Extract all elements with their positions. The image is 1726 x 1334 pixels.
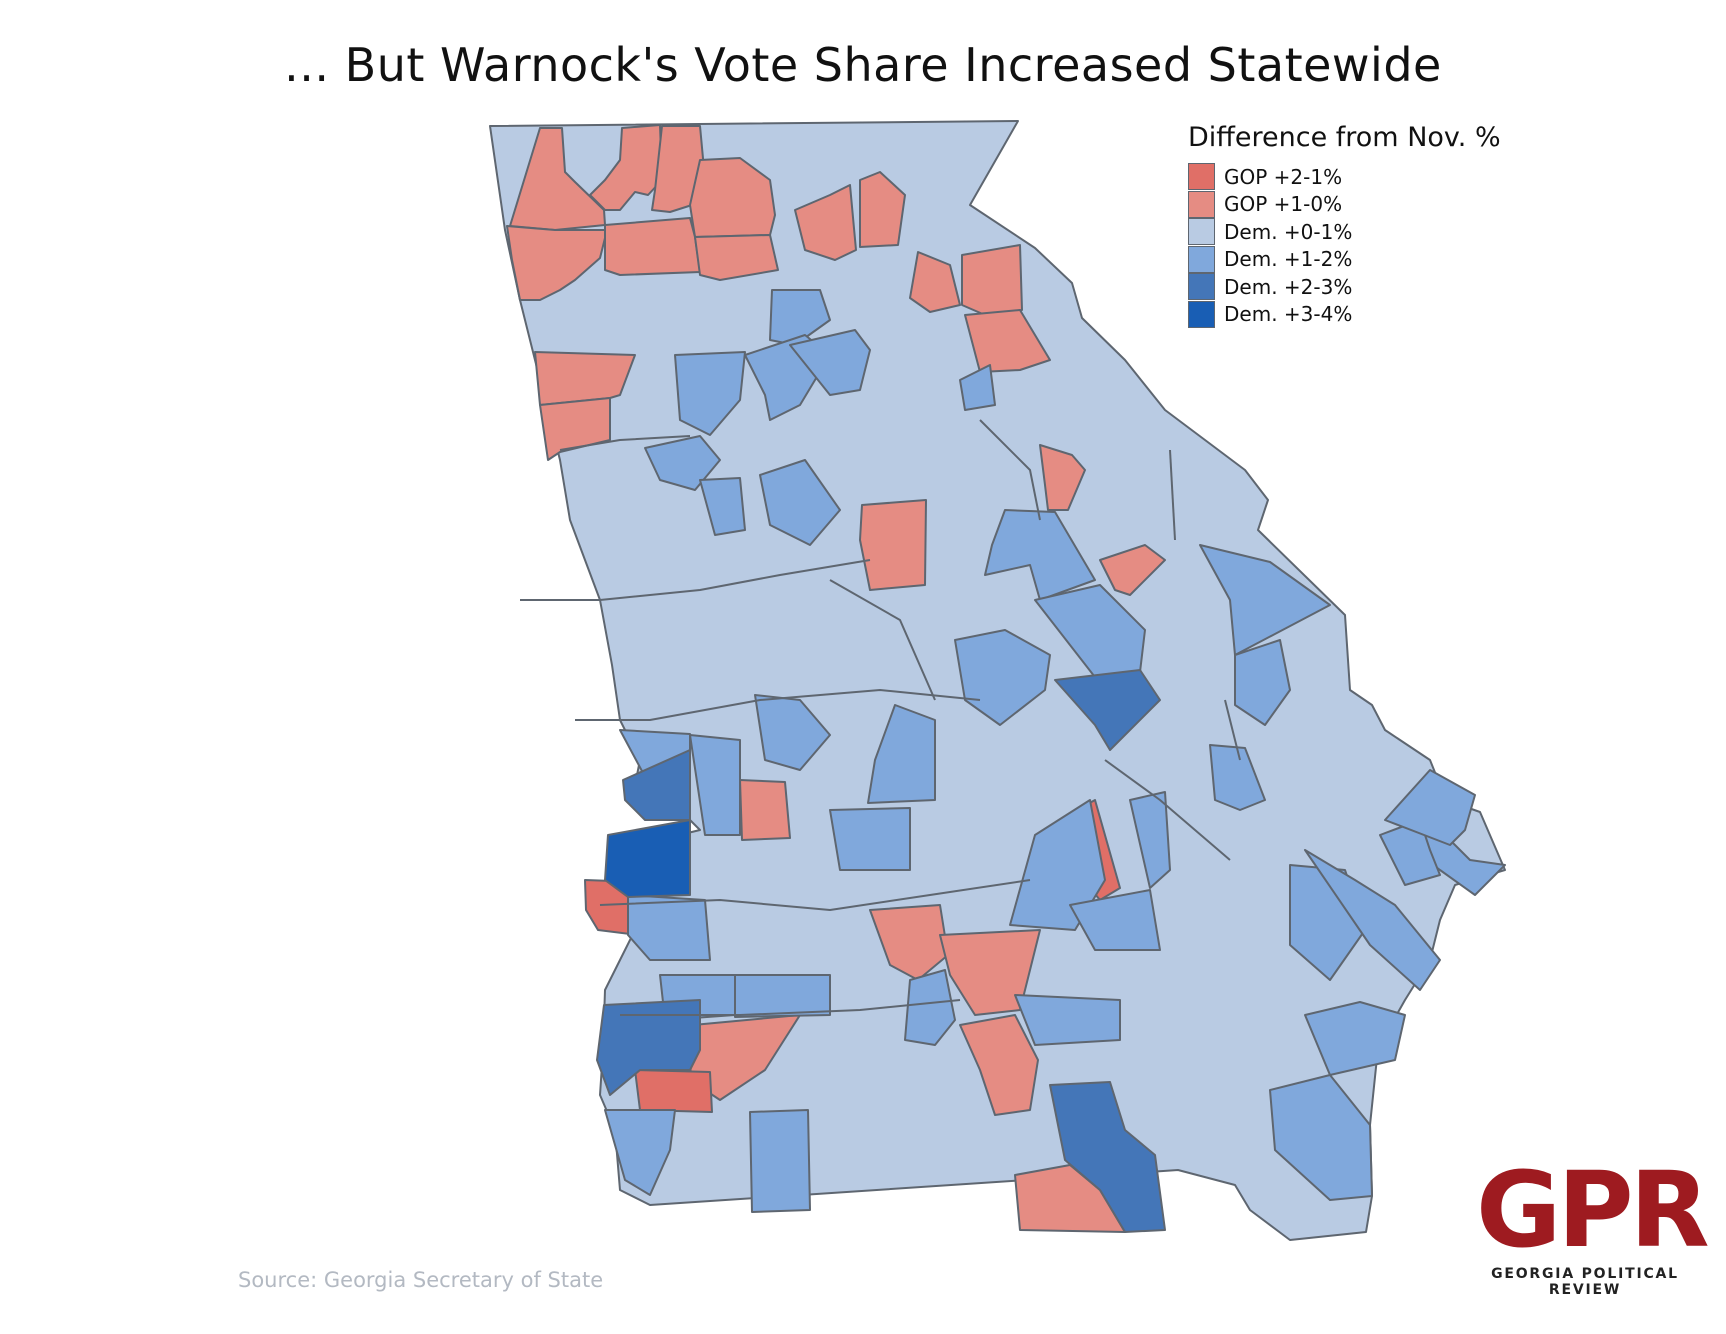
legend-swatch	[1188, 245, 1215, 273]
county	[634, 1069, 713, 1113]
county	[909, 251, 961, 313]
county	[959, 364, 996, 411]
county	[1054, 669, 1161, 751]
county-border	[599, 879, 1031, 911]
logo-mark: GPR	[1476, 1149, 1710, 1271]
legend-item-dem-2-3: Dem. +2-3%	[1188, 273, 1501, 301]
county	[754, 694, 831, 771]
county-border	[1104, 759, 1231, 861]
county	[627, 894, 711, 961]
county	[1304, 849, 1441, 991]
county-border	[620, 999, 961, 1016]
legend-item-dem-0-1: Dem. +0-1%	[1188, 218, 1501, 246]
county	[954, 629, 1051, 726]
legend-swatch	[1188, 190, 1215, 218]
legend-swatch	[1188, 273, 1215, 301]
county	[789, 329, 871, 396]
county	[1039, 444, 1086, 511]
county	[604, 1109, 676, 1196]
county	[939, 929, 1041, 1016]
gpr-logo: GPR GEORGIA POLITICAL REVIEW	[1476, 1149, 1710, 1298]
county-border	[1224, 699, 1241, 761]
county	[869, 904, 949, 981]
county	[769, 289, 831, 346]
county	[859, 171, 906, 248]
legend-item-gop-2-1: GOP +2-1%	[1188, 163, 1501, 191]
logo-subtitle: GEORGIA POLITICAL REVIEW	[1491, 1266, 1679, 1298]
county	[596, 999, 701, 1096]
county	[794, 184, 857, 261]
source-note: Source: Georgia Secretary of State	[238, 1268, 604, 1292]
county	[959, 1014, 1039, 1116]
county	[859, 499, 927, 591]
county	[1199, 544, 1331, 656]
county	[961, 244, 1023, 316]
legend-item-dem-3-4: Dem. +3-4%	[1188, 300, 1501, 329]
county	[644, 435, 721, 491]
legend-item-gop-1-0: GOP +1-0%	[1188, 190, 1501, 219]
county	[1099, 544, 1166, 596]
county	[1049, 1081, 1166, 1233]
legend: Difference from Nov. % GOP +2-1% GOP +1-…	[1188, 122, 1501, 328]
county	[689, 157, 776, 238]
county-border	[829, 579, 936, 701]
county	[1304, 1001, 1406, 1076]
county	[984, 509, 1096, 601]
county	[867, 704, 936, 804]
county	[964, 309, 1051, 373]
county	[734, 974, 831, 1018]
legend-swatch	[1188, 300, 1215, 328]
county	[904, 969, 956, 1046]
county-border	[979, 419, 1041, 521]
county	[749, 1109, 811, 1213]
county	[759, 459, 841, 546]
county-border	[559, 435, 691, 451]
county-border	[1169, 449, 1176, 541]
county	[1069, 889, 1161, 951]
legend-item-dem-1-2: Dem. +1-2%	[1188, 245, 1501, 274]
legend-label: Dem. +0-1%	[1224, 219, 1353, 244]
legend-swatch	[1188, 218, 1215, 246]
county	[694, 234, 779, 281]
legend-label: Dem. +1-2%	[1224, 247, 1353, 272]
county	[689, 734, 741, 836]
legend-label: Dem. +3-4%	[1224, 302, 1353, 327]
county	[829, 807, 911, 871]
county	[604, 819, 691, 898]
county	[604, 217, 701, 276]
legend-label: GOP +2-1%	[1224, 164, 1343, 189]
county	[1269, 1074, 1373, 1201]
county-shapes	[489, 120, 1506, 1241]
county	[506, 225, 608, 301]
county	[1234, 639, 1291, 726]
legend-label: Dem. +2-3%	[1224, 274, 1353, 299]
legend-title: Difference from Nov. %	[1188, 122, 1501, 153]
county-border	[575, 689, 981, 721]
county	[674, 351, 746, 436]
county	[651, 125, 706, 213]
legend-label: GOP +1-0%	[1224, 192, 1343, 217]
county	[534, 351, 636, 406]
county-border	[520, 559, 871, 601]
county	[699, 477, 746, 536]
county	[1014, 994, 1121, 1046]
county	[739, 779, 791, 841]
map-title: ... But Warnock's Vote Share Increased S…	[284, 38, 1442, 92]
county	[1384, 769, 1476, 846]
legend-swatch	[1188, 163, 1215, 191]
county	[622, 749, 691, 821]
county	[1209, 744, 1266, 811]
